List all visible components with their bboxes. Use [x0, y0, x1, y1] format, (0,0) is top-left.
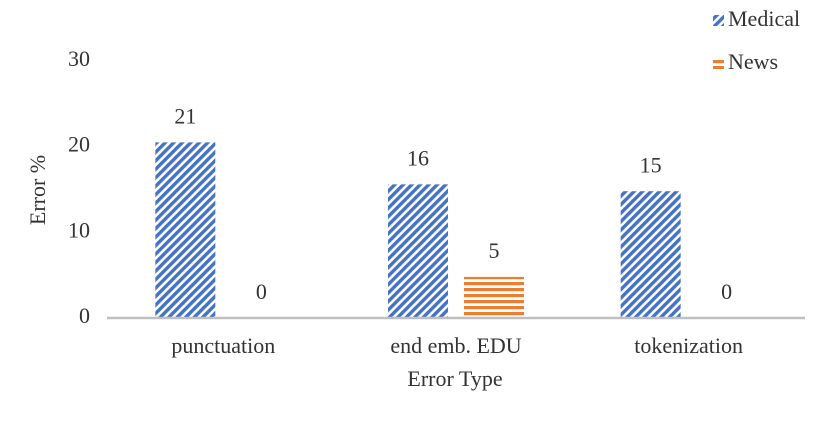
y-axis-title: Error % — [25, 155, 50, 225]
y-tick-label: 0 — [79, 303, 90, 328]
y-tick-label: 30 — [68, 46, 90, 71]
bar — [155, 142, 216, 318]
x-tick-label: tokenization — [634, 333, 743, 358]
y-tick-label: 20 — [68, 132, 90, 157]
value-label: 0 — [721, 279, 732, 304]
bar — [464, 276, 524, 318]
legend-swatch — [713, 58, 724, 69]
x-tick-label: end emb. EDU — [390, 333, 521, 358]
value-label: 5 — [489, 238, 500, 263]
legend-label: Medical — [728, 6, 800, 31]
value-label: 15 — [640, 152, 662, 177]
y-tick-label: 10 — [68, 217, 90, 242]
legend-label: News — [728, 49, 778, 74]
legend-swatch — [713, 15, 724, 26]
x-axis-title: Error Type — [407, 366, 502, 391]
bar — [620, 191, 681, 318]
value-label: 21 — [174, 103, 196, 128]
value-label: 16 — [407, 145, 429, 170]
value-label: 0 — [256, 279, 267, 304]
x-tick-label: punctuation — [171, 333, 275, 358]
bar — [388, 184, 448, 318]
